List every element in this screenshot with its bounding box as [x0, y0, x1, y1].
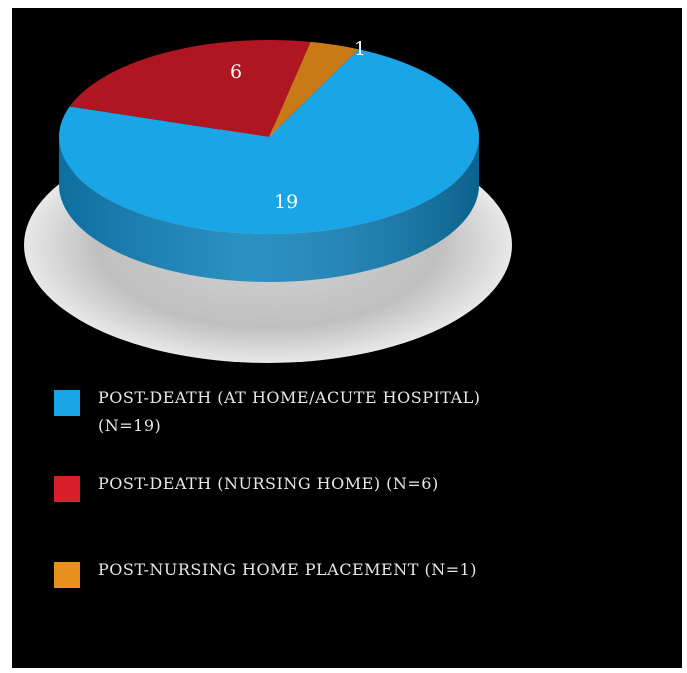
legend: POST-DEATH (AT HOME/ACUTE HOSPITAL) (N=1…	[54, 384, 494, 642]
chart-panel: 19 6 1 POST-DEATH (AT HOME/ACUTE HOSPITAL)…	[12, 8, 682, 668]
legend-label: POST-NURSING HOME PLACEMENT (N=1)	[98, 560, 478, 579]
pie-slice	[269, 41, 359, 137]
legend-item: POST-DEATH (AT HOME/ACUTE HOSPITAL) (N=1…	[54, 384, 494, 470]
legend-label: POST-DEATH (AT HOME/ACUTE HOSPITAL) (N=1…	[98, 388, 481, 435]
pie-slice-label: 1	[354, 38, 366, 60]
legend-item: POST-NURSING HOME PLACEMENT (N=1)	[54, 556, 494, 642]
legend-swatch	[54, 390, 80, 416]
legend-item: POST-DEATH (NURSING HOME) (N=6)	[54, 470, 494, 556]
legend-swatch	[54, 562, 80, 588]
legend-label: POST-DEATH (NURSING HOME) (N=6)	[98, 474, 439, 493]
pie-slice	[69, 39, 311, 137]
legend-swatch	[54, 476, 80, 502]
pie-slice-label: 19	[274, 191, 298, 213]
pie-slice-side-shading	[59, 137, 479, 282]
pie-slice	[59, 49, 479, 235]
pie-slice-label: 6	[230, 61, 242, 83]
